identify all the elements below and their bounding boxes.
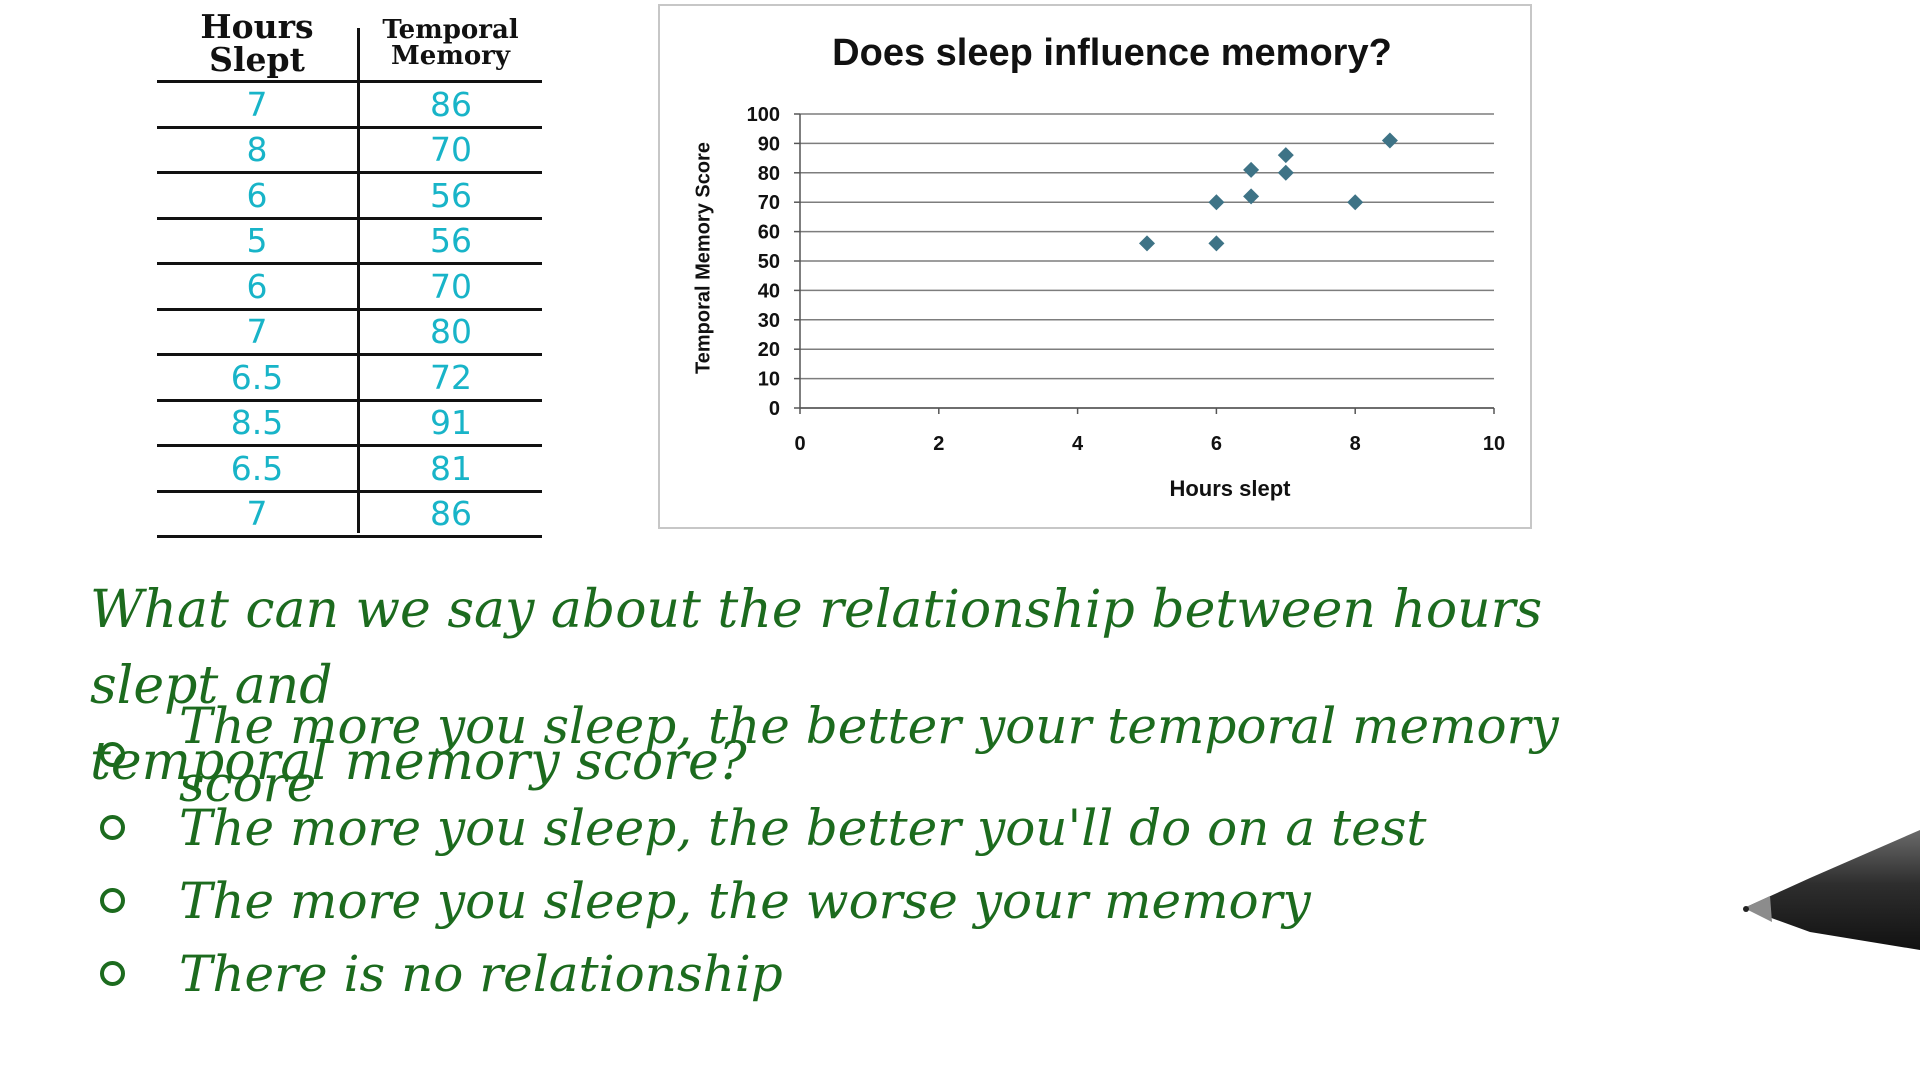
table-cell-hours: 8 bbox=[246, 130, 268, 169]
chart-x-tick-label: 10 bbox=[1483, 433, 1505, 455]
chart-data-point bbox=[1277, 147, 1294, 164]
answer-option-label: The more you sleep, the better you'll do… bbox=[179, 798, 1427, 857]
chart-data-point bbox=[1139, 235, 1155, 252]
answer-option-label: The more you sleep, the worse your memor… bbox=[179, 871, 1311, 930]
chart-y-tick-label: 20 bbox=[758, 339, 780, 361]
table-header-memory-line1: Temporal bbox=[382, 15, 519, 45]
chart-y-tick-label: 100 bbox=[747, 104, 780, 126]
table-row-line bbox=[157, 489, 542, 493]
question-line-2: temporal memory score? bbox=[90, 732, 747, 792]
chart-y-tick-label: 10 bbox=[758, 369, 780, 391]
answer-option-1[interactable]: The more you sleep, the better your temp… bbox=[100, 697, 1660, 813]
table-cell-memory: 91 bbox=[430, 403, 472, 442]
chart-data-point bbox=[1208, 194, 1225, 211]
table-header-hours: Hours Slept bbox=[200, 7, 314, 79]
chart-x-tick-label: 0 bbox=[794, 433, 805, 455]
chart-y-axis-label: Temporal Memory Score bbox=[692, 142, 715, 374]
table-cell-hours: 7 bbox=[246, 312, 268, 351]
chart-y-tick-label: 80 bbox=[758, 163, 780, 185]
chart-x-tick-label: 6 bbox=[1211, 433, 1222, 455]
radio-circle-icon[interactable] bbox=[100, 961, 125, 986]
table-cell-memory: 86 bbox=[430, 494, 472, 533]
chart-title: Does sleep influence memory? bbox=[832, 32, 1392, 74]
radio-circle-icon[interactable] bbox=[100, 742, 125, 767]
radio-circle-icon[interactable] bbox=[100, 815, 125, 840]
scatter-chart: 0 10 20 30 40 50 60 70 80 90 100 0 2 4 6 8 10 Does sleep… bbox=[658, 4, 1532, 529]
table-cell-memory: 56 bbox=[430, 175, 472, 215]
table-row-line bbox=[157, 216, 542, 220]
table-cell-memory: 72 bbox=[430, 357, 472, 397]
radio-circle-icon[interactable] bbox=[100, 888, 125, 913]
chart-y-tick-label: 30 bbox=[758, 310, 780, 332]
question-line-1: What can we say about the relationship b… bbox=[90, 580, 1543, 716]
table-cell-memory: 86 bbox=[430, 84, 472, 124]
chart-data-point bbox=[1243, 188, 1260, 205]
table-header-memory: Temporal Memory bbox=[359, 8, 542, 78]
table-cell-hours: 5 bbox=[246, 221, 268, 260]
table-row-line bbox=[157, 125, 542, 129]
chart-y-tick-label: 0 bbox=[769, 398, 780, 420]
table-cell-hours: 7 bbox=[246, 494, 268, 533]
table-row-line bbox=[157, 398, 542, 402]
chart-y-tick-label: 50 bbox=[758, 251, 780, 273]
answer-option-2[interactable]: The more you sleep, the better you'll do… bbox=[100, 791, 1660, 864]
table-cell-hours: 6.5 bbox=[230, 448, 284, 488]
chart-x-tick-label: 8 bbox=[1350, 433, 1361, 455]
answer-option-label: There is no relationship bbox=[179, 944, 783, 1003]
table-row-line bbox=[157, 80, 542, 83]
table-row-line bbox=[157, 262, 542, 265]
chart-data-point bbox=[1277, 164, 1294, 181]
table-cell-memory: 81 bbox=[430, 448, 472, 488]
chart-y-tick-label: 40 bbox=[758, 280, 780, 302]
chart-y-tick-label: 70 bbox=[758, 192, 780, 214]
chart-data-point bbox=[1243, 161, 1260, 178]
table-cell-hours: 8.5 bbox=[230, 403, 284, 442]
table-cell-hours: 6 bbox=[246, 266, 268, 306]
question-text: What can we say about the relationship b… bbox=[90, 572, 1650, 800]
chart-y-tick-label: 90 bbox=[758, 133, 780, 155]
answer-option-label: The more you sleep, the better your temp… bbox=[179, 696, 1559, 813]
chart-data-point bbox=[1347, 194, 1364, 211]
chart-data-point bbox=[1208, 235, 1225, 252]
answer-options: The more you sleep, the better your temp… bbox=[100, 697, 1660, 1010]
table-row-line bbox=[157, 535, 542, 538]
table-row-line bbox=[157, 307, 542, 311]
table-cell-hours: 6 bbox=[246, 175, 268, 215]
table-cell-hours: 7 bbox=[246, 84, 268, 124]
pen-icon bbox=[1743, 830, 1920, 950]
chart-plot-area: 0 10 20 30 40 50 60 70 80 90 100 0 2 4 6 8 10 bbox=[747, 104, 1506, 455]
chart-y-tick-label: 60 bbox=[758, 222, 780, 244]
chart-x-axis-label: Hours slept bbox=[1169, 476, 1291, 501]
table-cell-hours: 6.5 bbox=[230, 357, 284, 397]
table-row-line bbox=[157, 444, 542, 447]
data-table: Hours Slept Temporal Memory 7 86 8 70 6 56 5 56… bbox=[157, 7, 542, 538]
chart-x-tick-label: 2 bbox=[933, 433, 944, 455]
table-row-line bbox=[157, 171, 542, 174]
answer-option-3[interactable]: The more you sleep, the worse your memor… bbox=[100, 864, 1660, 937]
answer-option-4[interactable]: There is no relationship bbox=[100, 937, 1660, 1010]
table-cell-memory: 70 bbox=[430, 266, 472, 306]
table-cell-memory: 80 bbox=[430, 312, 472, 351]
table-header-memory-line2: Memory bbox=[391, 41, 510, 71]
table-row-line bbox=[157, 353, 542, 356]
table-cell-memory: 56 bbox=[430, 221, 472, 260]
table-cell-memory: 70 bbox=[430, 130, 472, 169]
chart-data-point bbox=[1381, 132, 1398, 149]
chart-x-tick-label: 4 bbox=[1072, 433, 1084, 455]
table-column-divider bbox=[357, 28, 360, 533]
